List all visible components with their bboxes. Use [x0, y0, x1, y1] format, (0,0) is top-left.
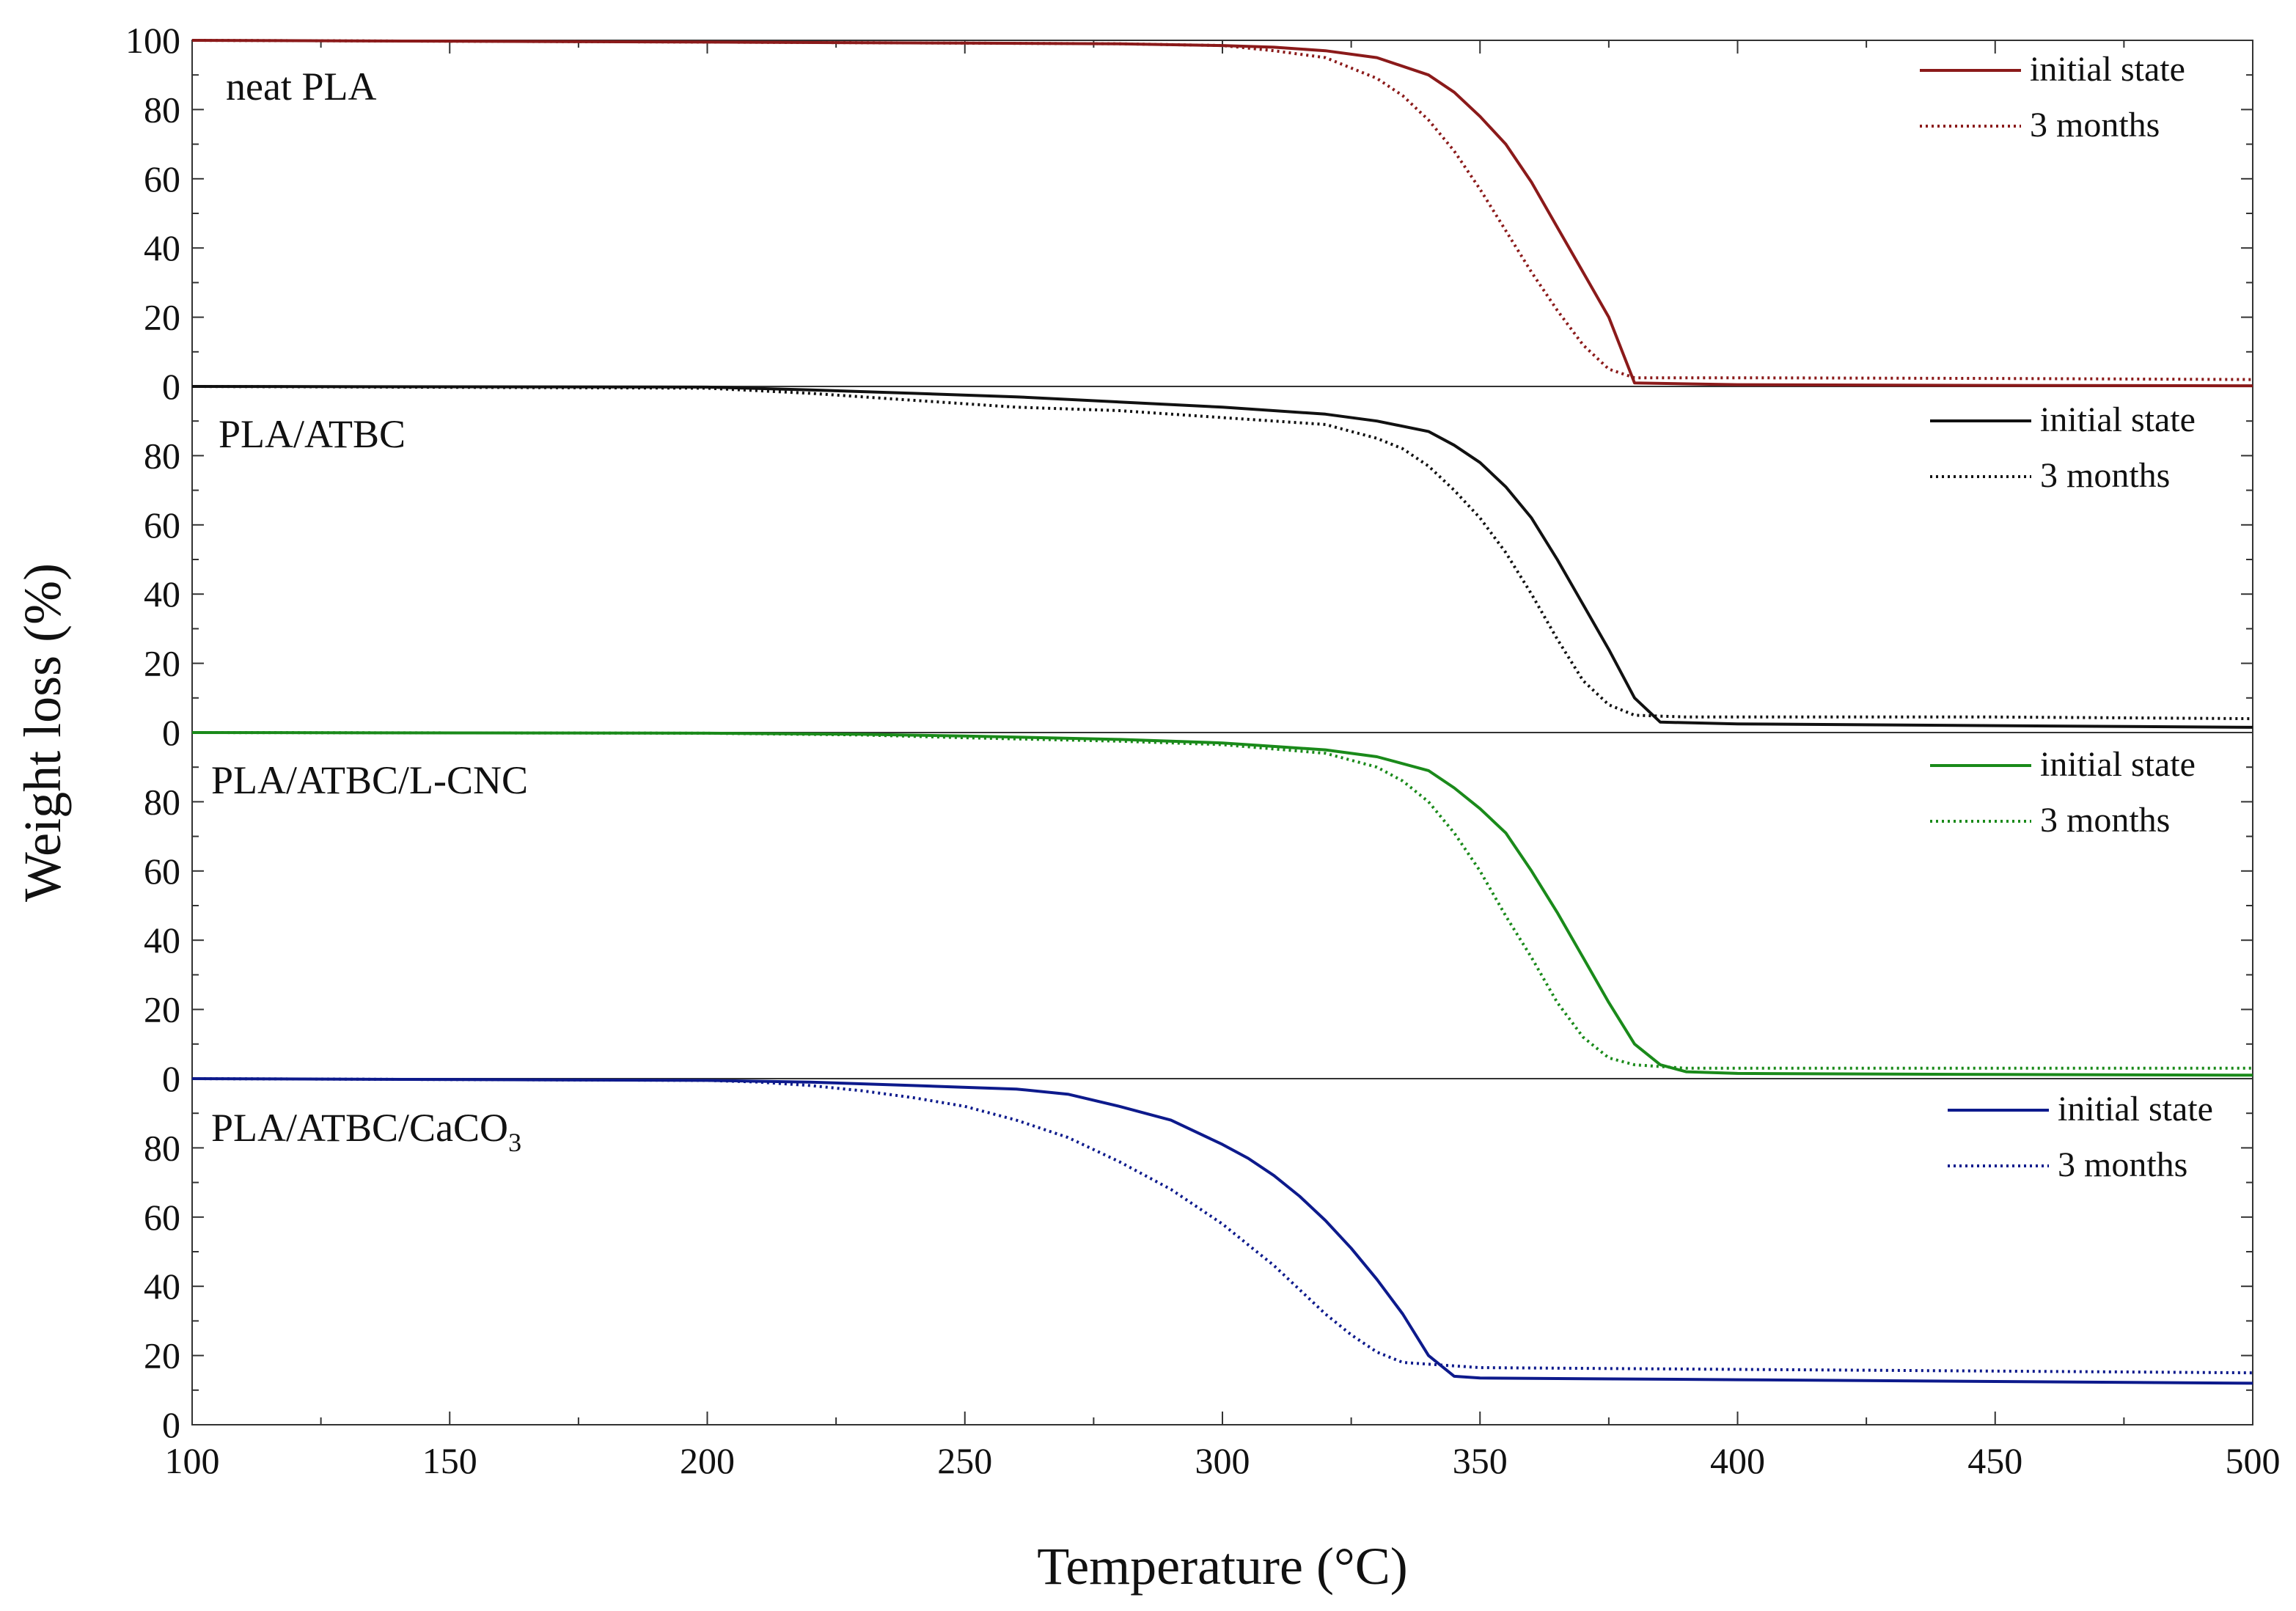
- legend-label-initial: initial state: [2040, 400, 2196, 439]
- y-axes: 0 20 40 60 80 100 0 20 40 60 80 0 20 40 60 80 0 20 40 60 80: [125, 20, 2253, 1445]
- y-tick-label: 20: [144, 297, 180, 338]
- x-tick-label: 300: [1195, 1440, 1250, 1481]
- y-tick-label: 40: [144, 920, 180, 961]
- y-tick-label: 80: [144, 781, 180, 822]
- panel-3: PLA/ATBC/L-CNC initial state 3 months: [191, 731, 2253, 1077]
- initial-state-line: [191, 1077, 2253, 1385]
- initial-state-line: [191, 39, 2253, 388]
- y-tick-label: 0: [162, 712, 180, 753]
- x-tick-label: 350: [1453, 1440, 1508, 1481]
- x-tick-label: 100: [165, 1440, 220, 1481]
- y-tick-label: 60: [144, 851, 180, 892]
- y-tick-label: 80: [144, 1127, 180, 1168]
- legend-label-initial: initial state: [2030, 50, 2185, 89]
- panel-4: PLA/ATBC/CaCO3 initial state 3 months: [191, 1077, 2253, 1385]
- three-months-line: [191, 39, 2253, 381]
- legend-label-initial: initial state: [2040, 745, 2196, 784]
- x-tick-label: 250: [937, 1440, 992, 1481]
- x-tick-label: 200: [680, 1440, 735, 1481]
- x-tick-label: 500: [2226, 1440, 2281, 1481]
- three-months-line: [191, 385, 2253, 721]
- x-tick-label: 450: [1967, 1440, 2022, 1481]
- y-tick-label: 40: [144, 1266, 180, 1307]
- y-tick-label: 40: [144, 227, 180, 268]
- y-tick-label: 80: [144, 89, 180, 130]
- panel-label: PLA/ATBC/L-CNC: [211, 758, 528, 802]
- legend-label-aged: 3 months: [2040, 456, 2170, 495]
- panel-label: PLA/ATBC/CaCO3: [211, 1106, 521, 1157]
- y-tick-label: 60: [144, 1197, 180, 1238]
- y-tick-label: 0: [162, 1404, 180, 1445]
- initial-state-line: [191, 385, 2253, 729]
- panel-label: neat PLA: [226, 65, 376, 109]
- initial-state-line: [191, 731, 2253, 1077]
- legend-label-aged: 3 months: [2030, 106, 2160, 144]
- y-tick-label: 0: [162, 1058, 180, 1099]
- legend-label-initial: initial state: [2058, 1090, 2213, 1129]
- panel-label: PLA/ATBC: [219, 412, 406, 456]
- y-axis-title: Weight loss (%): [13, 563, 72, 902]
- panel-2: PLA/ATBC initial state 3 months: [191, 385, 2253, 729]
- y-tick-label: 60: [144, 504, 180, 546]
- y-tick-label: 20: [144, 989, 180, 1030]
- panel-1: neat PLA initial state 3 months: [191, 39, 2253, 388]
- panels: neat PLA initial state 3 months PLA/ATBC ini…: [191, 39, 2253, 1385]
- x-axis-title: Temperature (°C): [1037, 1537, 1408, 1596]
- y-tick-label: 0: [162, 366, 180, 407]
- x-axis: 100 150 200 250 300 350 400 450 500: [165, 40, 2281, 1481]
- x-tick-label: 150: [422, 1440, 477, 1481]
- y-tick-label: 60: [144, 158, 180, 199]
- y-tick-label: 20: [144, 1335, 180, 1376]
- x-tick-label: 400: [1710, 1440, 1765, 1481]
- y-tick-label: 80: [144, 435, 180, 476]
- legend-label-aged: 3 months: [2058, 1145, 2187, 1184]
- legend-label-aged: 3 months: [2040, 801, 2170, 840]
- y-tick-label: 40: [144, 573, 180, 614]
- y-tick-label: 100: [125, 20, 180, 61]
- y-tick-label: 20: [144, 643, 180, 684]
